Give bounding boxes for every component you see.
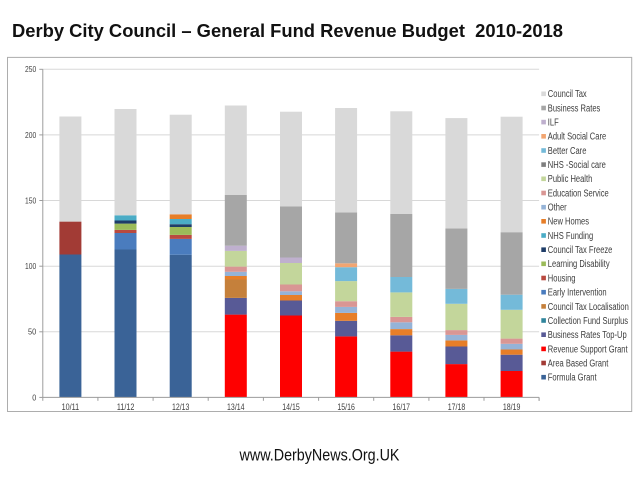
svg-text:15/16: 15/16 bbox=[337, 402, 355, 412]
svg-text:Formula Grant: Formula Grant bbox=[548, 373, 597, 384]
svg-text:11/12: 11/12 bbox=[117, 402, 135, 412]
svg-text:NHS Funding: NHS Funding bbox=[548, 231, 593, 242]
svg-text:Council Tax Localisation: Council Tax Localisation bbox=[548, 302, 629, 313]
svg-text:Council Tax Freeze: Council Tax Freeze bbox=[548, 245, 613, 256]
svg-text:Area Based Grant: Area Based Grant bbox=[548, 358, 609, 369]
svg-text:200: 200 bbox=[25, 131, 37, 140]
svg-text:12/13: 12/13 bbox=[172, 402, 190, 412]
svg-text:Other: Other bbox=[548, 203, 567, 214]
svg-text:Education Service: Education Service bbox=[548, 188, 609, 199]
svg-text:50: 50 bbox=[28, 328, 37, 337]
svg-text:150: 150 bbox=[25, 196, 37, 205]
svg-text:Early Intervention: Early Intervention bbox=[548, 288, 607, 299]
svg-text:0: 0 bbox=[32, 393, 36, 402]
svg-text:Revenue Support Grant: Revenue Support Grant bbox=[548, 344, 628, 355]
svg-text:100: 100 bbox=[25, 262, 37, 271]
svg-text:Housing: Housing bbox=[548, 273, 576, 284]
svg-text:Council Tax: Council Tax bbox=[548, 89, 587, 100]
svg-text:14/15: 14/15 bbox=[282, 402, 300, 412]
svg-text:Public Health: Public Health bbox=[548, 174, 593, 185]
svg-text:New Homes: New Homes bbox=[548, 217, 589, 228]
svg-text:Business Rates: Business Rates bbox=[548, 103, 601, 114]
svg-text:17/18: 17/18 bbox=[448, 402, 466, 412]
svg-text:Better Care: Better Care bbox=[548, 146, 587, 157]
svg-text:www.DerbyNews.Org.UK: www.DerbyNews.Org.UK bbox=[239, 447, 400, 465]
svg-text:Learning Disability: Learning Disability bbox=[548, 259, 610, 270]
svg-text:10/11: 10/11 bbox=[62, 402, 80, 412]
svg-text:Business Rates Top-Up: Business Rates Top-Up bbox=[548, 330, 627, 341]
svg-text:Collection Fund Surplus: Collection Fund Surplus bbox=[548, 316, 628, 327]
svg-text:ILF: ILF bbox=[548, 118, 559, 129]
svg-text:250: 250 bbox=[25, 65, 37, 74]
svg-text:16/17: 16/17 bbox=[393, 402, 411, 412]
svg-text:18/19: 18/19 bbox=[503, 402, 521, 412]
svg-text:Adult Social Care: Adult Social Care bbox=[548, 132, 606, 143]
svg-text:NHS -Social care: NHS -Social care bbox=[548, 160, 606, 171]
svg-text:13/14: 13/14 bbox=[227, 402, 245, 412]
svg-text:Derby City Council – General F: Derby City Council – General Fund Revenu… bbox=[12, 21, 563, 41]
